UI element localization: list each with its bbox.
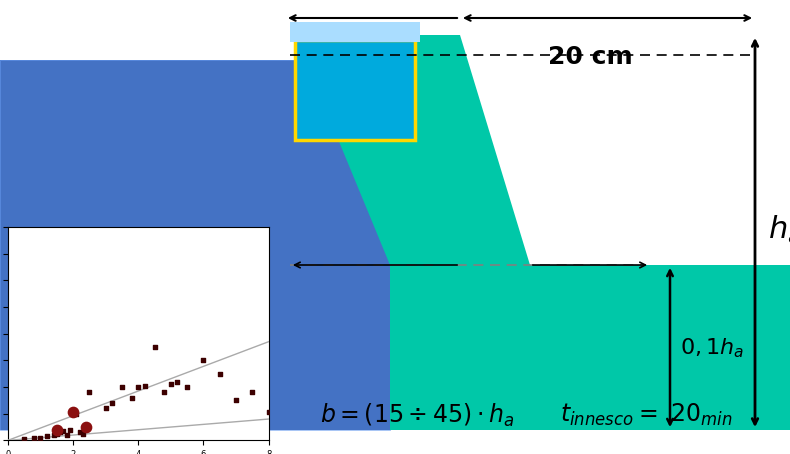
- Point: [34, 434, 47, 442]
- Bar: [290, 22, 420, 42]
- Point: [115, 383, 128, 390]
- Point: [213, 370, 226, 377]
- Point: [28, 434, 40, 441]
- Point: [164, 381, 177, 388]
- Text: 20 cm: 20 cm: [547, 45, 632, 69]
- Text: $0,1h_a$: $0,1h_a$: [680, 336, 744, 360]
- Point: [51, 426, 63, 433]
- Point: [262, 409, 275, 416]
- Point: [158, 389, 171, 396]
- Point: [47, 431, 60, 439]
- Point: [77, 430, 89, 437]
- Point: [246, 389, 258, 396]
- Point: [57, 427, 70, 434]
- Point: [51, 430, 63, 437]
- Point: [70, 410, 83, 417]
- Point: [80, 424, 92, 431]
- Point: [18, 435, 31, 443]
- Polygon shape: [295, 35, 790, 430]
- Point: [198, 357, 210, 364]
- Point: [73, 429, 86, 436]
- Point: [106, 400, 118, 407]
- Point: [181, 383, 194, 390]
- Text: $t_{innesco}=\ 20_{min}$: $t_{innesco}=\ 20_{min}$: [560, 402, 732, 428]
- Point: [126, 394, 138, 401]
- Point: [67, 409, 80, 416]
- Point: [132, 383, 145, 390]
- Bar: [295, 40, 415, 140]
- Point: [100, 405, 112, 412]
- Bar: [0, 60, 390, 430]
- Point: [138, 382, 151, 390]
- Bar: [0, 60, 390, 430]
- Point: [80, 424, 92, 431]
- Point: [63, 426, 76, 433]
- Point: [230, 397, 243, 404]
- Point: [171, 378, 184, 385]
- Point: [149, 343, 161, 350]
- Point: [60, 431, 73, 439]
- Text: $b=(15\div45)\cdot h_a$: $b=(15\div45)\cdot h_a$: [320, 401, 514, 429]
- Point: [67, 409, 80, 416]
- Point: [41, 433, 54, 440]
- Point: [83, 389, 96, 396]
- Point: [54, 429, 66, 436]
- Text: $h_a$: $h_a$: [768, 214, 790, 246]
